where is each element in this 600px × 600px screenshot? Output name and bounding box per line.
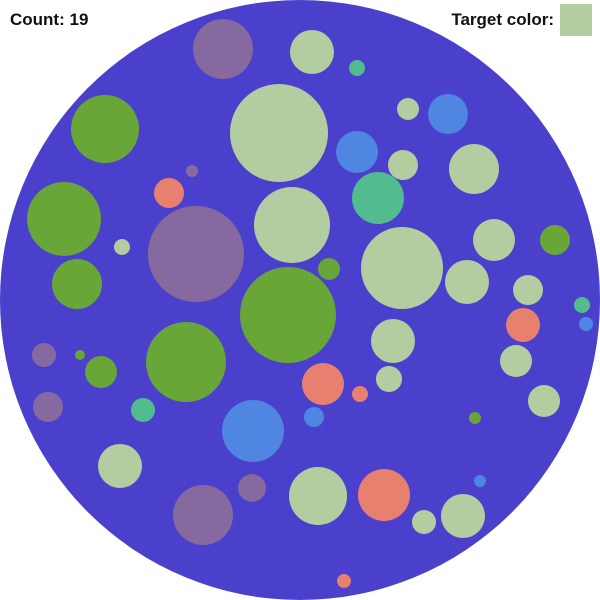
count-label: Count: <box>10 10 65 29</box>
bubble-blue[interactable] <box>222 400 284 462</box>
bubble-sage[interactable] <box>289 467 347 525</box>
bubble-blue[interactable] <box>304 407 324 427</box>
bubble-sage[interactable] <box>371 319 415 363</box>
bubble-green[interactable] <box>52 259 102 309</box>
bubble-salmon[interactable] <box>337 574 351 588</box>
bubble-sage[interactable] <box>473 219 515 261</box>
bubble-green[interactable] <box>71 95 139 163</box>
target-color-label: Target color: <box>451 10 554 29</box>
bubble-green[interactable] <box>240 267 336 363</box>
bubble-teal[interactable] <box>131 398 155 422</box>
bubble-salmon[interactable] <box>352 386 368 402</box>
bubble-purple[interactable] <box>173 485 233 545</box>
bubble-salmon[interactable] <box>302 363 344 405</box>
bubble-green[interactable] <box>540 225 570 255</box>
bubble-purple[interactable] <box>148 206 244 302</box>
bubble-sage[interactable] <box>114 239 130 255</box>
bubble-sage[interactable] <box>230 84 328 182</box>
bubble-blue[interactable] <box>428 94 468 134</box>
bubble-blue[interactable] <box>474 475 486 487</box>
bubble-sage[interactable] <box>441 494 485 538</box>
bubble-purple[interactable] <box>193 19 253 79</box>
bubble-teal[interactable] <box>349 60 365 76</box>
bubble-purple[interactable] <box>186 165 198 177</box>
bubble-sage[interactable] <box>361 227 443 309</box>
bubble-salmon[interactable] <box>358 469 410 521</box>
bubble-sage[interactable] <box>500 345 532 377</box>
bubble-green[interactable] <box>85 356 117 388</box>
bubble-sage[interactable] <box>397 98 419 120</box>
bubble-green[interactable] <box>27 182 101 256</box>
bubble-green[interactable] <box>75 350 85 360</box>
bubble-sage[interactable] <box>412 510 436 534</box>
bubble-sage[interactable] <box>388 150 418 180</box>
bubble-sage[interactable] <box>513 275 543 305</box>
bubble-sage[interactable] <box>376 366 402 392</box>
bubble-purple[interactable] <box>32 343 56 367</box>
bubble-salmon[interactable] <box>506 308 540 342</box>
bubble-blue[interactable] <box>579 317 593 331</box>
bubble-teal[interactable] <box>352 172 404 224</box>
bubble-green[interactable] <box>318 258 340 280</box>
bubble-sage[interactable] <box>445 260 489 304</box>
bubble-sage[interactable] <box>254 187 330 263</box>
count-value: 19 <box>69 10 89 29</box>
bubble-sage[interactable] <box>290 30 334 74</box>
bubble-salmon[interactable] <box>154 178 184 208</box>
bubble-purple[interactable] <box>33 392 63 422</box>
bubble-sage[interactable] <box>528 385 560 417</box>
bubble-green[interactable] <box>469 412 481 424</box>
target-color-display: Target color: <box>451 4 592 36</box>
bubble-sage[interactable] <box>98 444 142 488</box>
bubble-blue[interactable] <box>336 131 378 173</box>
count-display: Count: 19 <box>10 10 88 30</box>
bubble-green[interactable] <box>146 322 226 402</box>
bubble-layer[interactable] <box>27 19 593 588</box>
target-color-swatch <box>560 4 592 36</box>
bubble-teal[interactable] <box>574 297 590 313</box>
bubble-sage[interactable] <box>449 144 499 194</box>
bubble-purple[interactable] <box>238 474 266 502</box>
